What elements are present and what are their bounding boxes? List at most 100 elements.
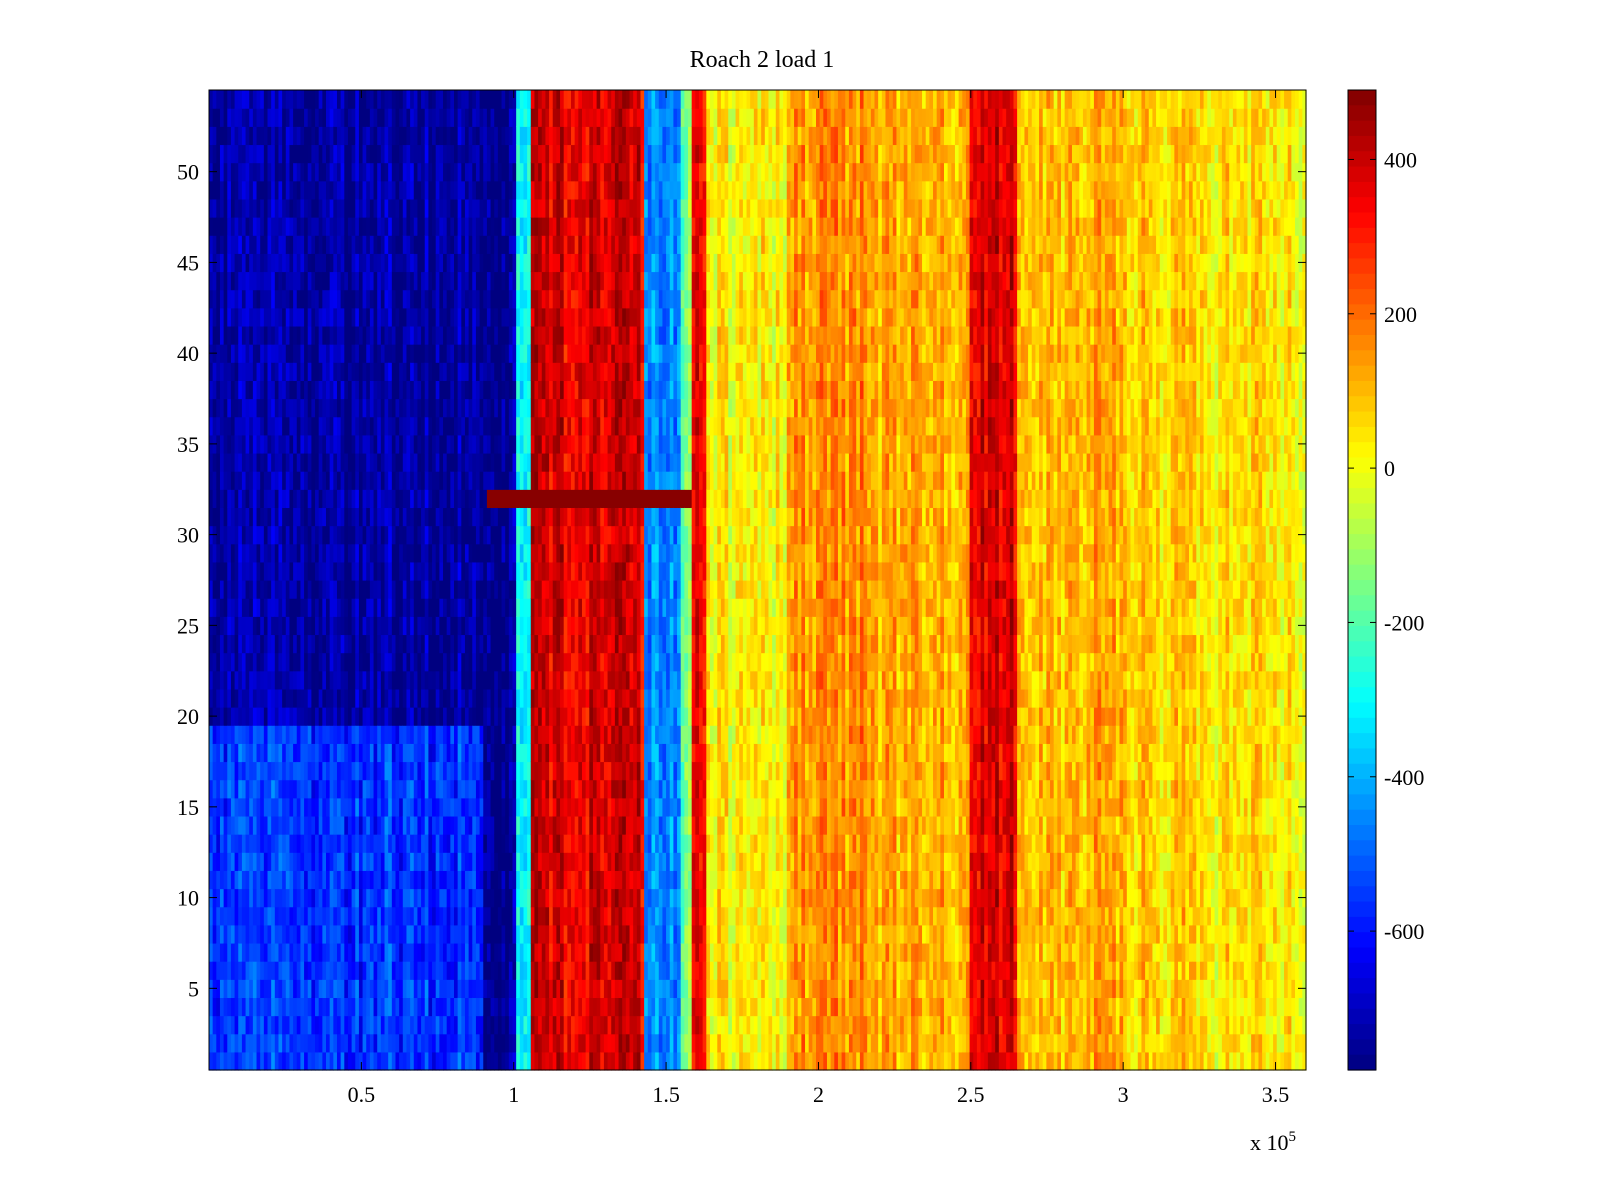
heatmap-cell	[402, 1051, 408, 1071]
heatmap-cell	[322, 815, 327, 835]
heatmap-cell	[435, 561, 440, 581]
heatmap-cell	[523, 779, 528, 799]
heatmap-cell	[274, 126, 280, 146]
heatmap-cell	[494, 997, 499, 1017]
heatmap-cell	[315, 997, 320, 1017]
heatmap-cell	[538, 961, 543, 980]
heatmap-cell	[541, 761, 547, 781]
heatmap-cell	[395, 797, 400, 817]
heatmap-cell	[454, 815, 459, 835]
heatmap-cell	[293, 1051, 298, 1071]
heatmap-cell	[391, 870, 397, 890]
heatmap-cell	[362, 416, 367, 436]
heatmap-cell	[527, 452, 532, 472]
heatmap-cell	[358, 416, 364, 436]
heatmap-cell	[219, 471, 225, 490]
heatmap-cell	[355, 362, 360, 381]
heatmap-cell	[512, 580, 517, 599]
heatmap-cell	[523, 489, 528, 509]
heatmap-cell	[355, 217, 360, 236]
heatmap-cell	[443, 725, 448, 744]
heatmap-cell	[497, 180, 503, 200]
heatmap-cell	[457, 289, 462, 309]
heatmap-cell	[443, 942, 448, 962]
heatmap-cell	[358, 126, 364, 146]
heatmap-cell	[508, 870, 514, 890]
heatmap-cell	[479, 725, 484, 744]
heatmap-cell	[512, 507, 517, 527]
heatmap-cell	[289, 90, 294, 109]
heatmap-cell	[464, 525, 470, 545]
heatmap-cell	[278, 434, 283, 454]
heatmap-cell	[209, 688, 214, 708]
heatmap-cell	[212, 815, 217, 835]
heatmap-cell	[439, 870, 444, 890]
heatmap-cell	[304, 489, 309, 509]
heatmap-cell	[263, 725, 269, 744]
heatmap-cell	[516, 580, 521, 599]
heatmap-cell	[355, 253, 360, 273]
heatmap-cell	[450, 779, 455, 799]
heatmap-cell	[245, 180, 250, 200]
heatmap-cell	[516, 108, 521, 127]
heatmap-cell	[311, 743, 316, 763]
heatmap-cell	[285, 344, 291, 363]
heatmap-cell	[300, 507, 305, 527]
heatmap-cell	[461, 380, 466, 400]
heatmap-cell	[373, 707, 378, 726]
heatmap-cell	[479, 997, 484, 1017]
heatmap-cell	[541, 580, 547, 599]
heatmap-cell	[501, 652, 506, 672]
heatmap-cell	[336, 979, 342, 999]
heatmap-cell	[311, 707, 316, 726]
heatmap-cell	[439, 362, 444, 381]
heatmap-cell	[307, 90, 312, 109]
heatmap-cell	[249, 90, 254, 109]
heatmap-cell	[315, 162, 320, 182]
heatmap-cell	[296, 670, 302, 690]
heatmap-cell	[475, 362, 481, 381]
heatmap-cell	[326, 162, 331, 182]
heatmap-cell	[322, 180, 327, 200]
heatmap-cell	[260, 888, 265, 908]
heatmap-cell	[322, 616, 327, 636]
heatmap-cell	[271, 942, 276, 962]
heatmap-cell	[461, 942, 466, 962]
heatmap-cell	[413, 580, 419, 599]
heatmap-cell	[538, 507, 543, 527]
heatmap-cell	[454, 253, 459, 273]
heatmap-cell	[260, 416, 265, 436]
heatmap-cell	[479, 271, 484, 291]
heatmap-cell	[318, 162, 323, 182]
heatmap-cell	[523, 997, 528, 1017]
heatmap-cell	[326, 652, 331, 672]
heatmap-cell	[421, 344, 426, 363]
heatmap-cell	[428, 452, 433, 472]
heatmap-cell	[263, 471, 269, 490]
heatmap-cell	[362, 90, 367, 109]
heatmap-cell	[483, 924, 488, 944]
heatmap-cell	[278, 362, 283, 381]
heatmap-cell	[223, 743, 228, 763]
heatmap-cell	[402, 507, 408, 527]
heatmap-cell	[230, 834, 236, 853]
heatmap-cell	[278, 834, 283, 853]
heatmap-cell	[307, 362, 312, 381]
heatmap-cell	[530, 525, 536, 545]
heatmap-cell	[450, 688, 455, 708]
heatmap-cell	[234, 1015, 239, 1035]
heatmap-cell	[384, 416, 389, 436]
heatmap-cell	[249, 580, 254, 599]
heatmap-cell	[494, 489, 499, 509]
heatmap-cell	[304, 108, 309, 127]
heatmap-cell	[472, 144, 477, 164]
heatmap-cell	[260, 616, 265, 636]
heatmap-cell	[289, 471, 294, 490]
heatmap-cell	[435, 1015, 440, 1035]
heatmap-cell	[234, 598, 239, 617]
heatmap-cell	[519, 434, 525, 454]
heatmap-cell	[234, 198, 239, 218]
heatmap-cell	[475, 144, 481, 164]
heatmap-cell	[307, 761, 312, 781]
heatmap-cell	[446, 90, 451, 109]
